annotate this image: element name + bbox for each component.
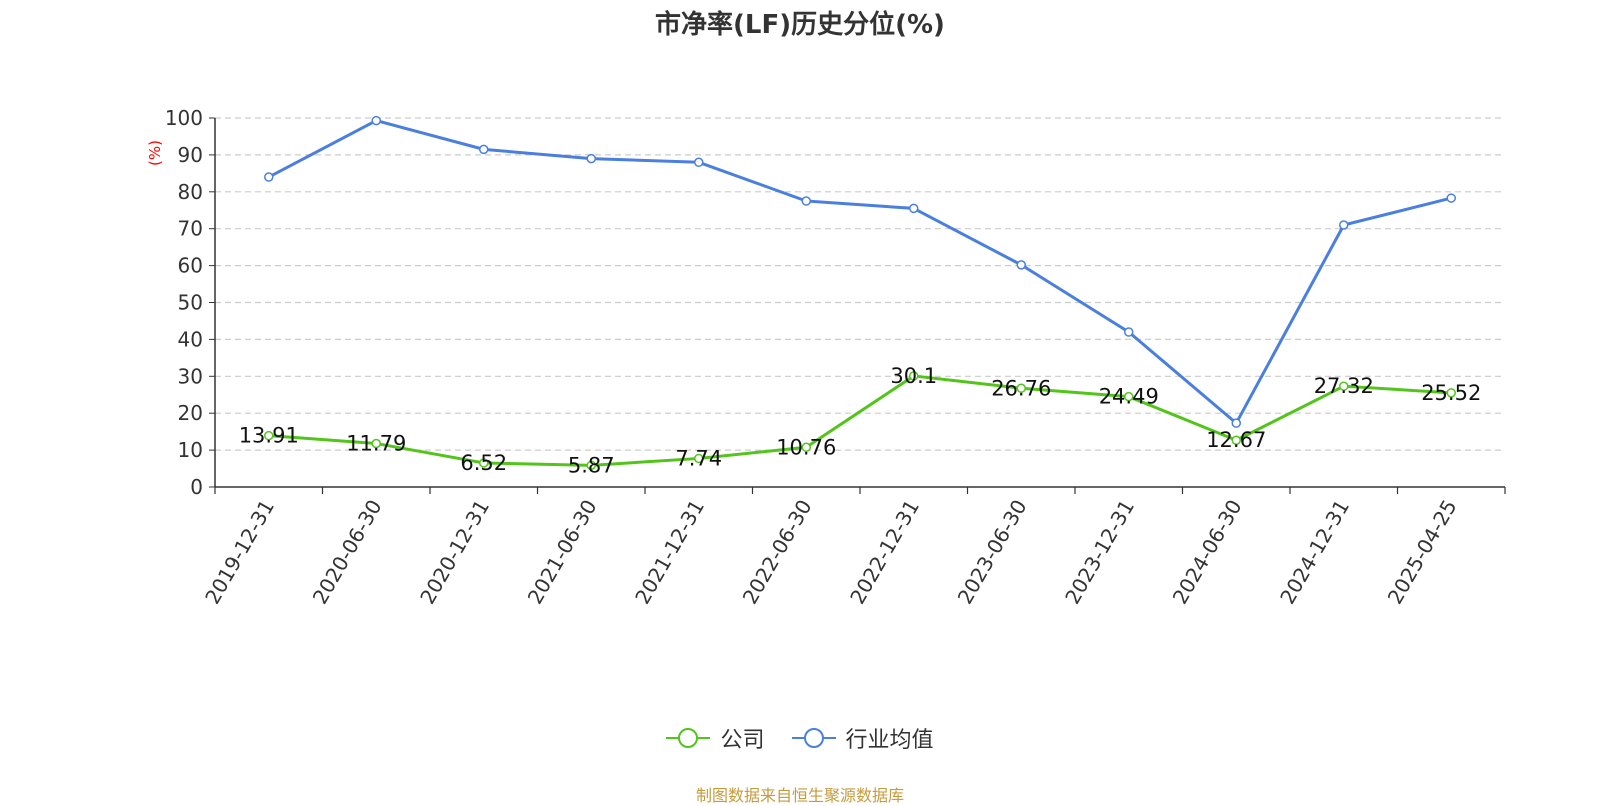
data-label: 13.91	[239, 424, 299, 448]
axis-layer: 0 10 20 30 40 50 60 70 80 90 100(%) 2019-12-31 2020-…	[146, 106, 1506, 609]
data-label: 26.76	[991, 376, 1051, 400]
chart-title: 市净率(LF)历史分位(%)	[655, 10, 945, 40]
y-tick-label: 70	[178, 217, 203, 241]
data-point-company	[586, 460, 596, 471]
y-tick-label: 30	[178, 364, 203, 388]
x-tick-label: 2020-12-31	[415, 496, 494, 609]
series-layer	[264, 115, 1456, 471]
data-point-industry-average	[801, 196, 811, 206]
x-tick-label: 2019-12-31	[200, 496, 279, 609]
data-point-industry-average	[1446, 193, 1456, 203]
y-tick-label: 50	[178, 291, 203, 315]
x-tick-label: 2021-12-31	[630, 496, 709, 609]
data-label: 12.67	[1206, 428, 1266, 452]
y-tick-label: 80	[178, 180, 203, 204]
data-point-company	[801, 442, 811, 453]
data-label: 25.52	[1421, 381, 1481, 405]
data-point-company	[1339, 381, 1349, 391]
data-point-industry-average	[909, 203, 919, 214]
x-tick-label: 2024-06-30	[1168, 496, 1247, 609]
legend-label-company: 公司	[720, 728, 765, 753]
x-tick-label: 2022-12-31	[845, 496, 924, 609]
data-label: 5.87	[568, 453, 615, 477]
x-tick-label: 2025-04-25	[1383, 496, 1462, 609]
data-label: 27.32	[1314, 374, 1374, 398]
series-line-industry-average	[268, 119, 1452, 425]
y-tick-label: 90	[178, 143, 203, 167]
data-point-company	[1231, 435, 1241, 445]
y-tick-label: 100	[165, 106, 203, 130]
data-point-company	[909, 371, 919, 381]
x-tick-label: 2023-12-31	[1060, 496, 1139, 609]
legend-label-industry-average: 行业均值	[845, 728, 934, 753]
data-point-industry-average	[1339, 220, 1349, 230]
x-tick-label: 2020-06-30	[308, 496, 387, 609]
data-point-industry-average	[586, 153, 596, 164]
data-point-industry-average	[371, 115, 381, 126]
data-point-company	[1446, 388, 1456, 398]
legend: 公司 行业均值	[0, 722, 1600, 756]
x-tick-label: 2022-06-30	[738, 496, 817, 609]
legend-line-circle-icon	[666, 728, 711, 748]
y-tick-label: 20	[178, 401, 203, 425]
data-point-company	[694, 453, 704, 464]
y-tick-label: 0	[190, 475, 203, 499]
y-tick-label: 10	[178, 438, 203, 462]
source-note: 制图数据来自恒生聚源数据库	[695, 786, 904, 805]
x-tick-label: 2023-06-30	[953, 496, 1032, 609]
x-tick-label: 2024-12-31	[1275, 496, 1354, 609]
legend-item-industry-average[interactable]: 行业均值	[791, 722, 934, 754]
data-label: 10.76	[776, 435, 836, 459]
y-tick-label: 40	[178, 327, 203, 351]
x-tick-label: 2021-06-30	[523, 496, 602, 609]
data-label: 11.79	[346, 431, 406, 455]
data-label-layer: 13.91 11.79 6.52 5.87 7.74 10.76 30.1 26.76 24.4…	[239, 364, 1482, 477]
data-point-industry-average	[1016, 260, 1026, 270]
legend-item-company[interactable]: 公司	[666, 722, 765, 754]
data-label: 7.74	[675, 446, 722, 470]
data-point-company	[264, 430, 274, 441]
legend-line-circle-icon	[791, 728, 836, 748]
data-point-industry-average	[1231, 418, 1241, 428]
data-point-industry-average	[479, 144, 489, 155]
data-label: 30.1	[890, 364, 937, 388]
y-tick-label: 60	[178, 254, 203, 278]
data-point-industry-average	[1124, 327, 1134, 337]
series-line-company	[268, 374, 1452, 467]
data-label: 6.52	[460, 451, 507, 475]
data-point-company	[479, 458, 489, 468]
data-point-company	[1124, 391, 1134, 402]
y-axis-label: (%)	[146, 140, 164, 166]
data-point-company	[1016, 383, 1026, 394]
data-point-industry-average	[264, 172, 274, 182]
data-point-company	[371, 438, 381, 449]
data-point-industry-average	[694, 157, 704, 168]
data-label: 24.49	[1099, 385, 1159, 409]
